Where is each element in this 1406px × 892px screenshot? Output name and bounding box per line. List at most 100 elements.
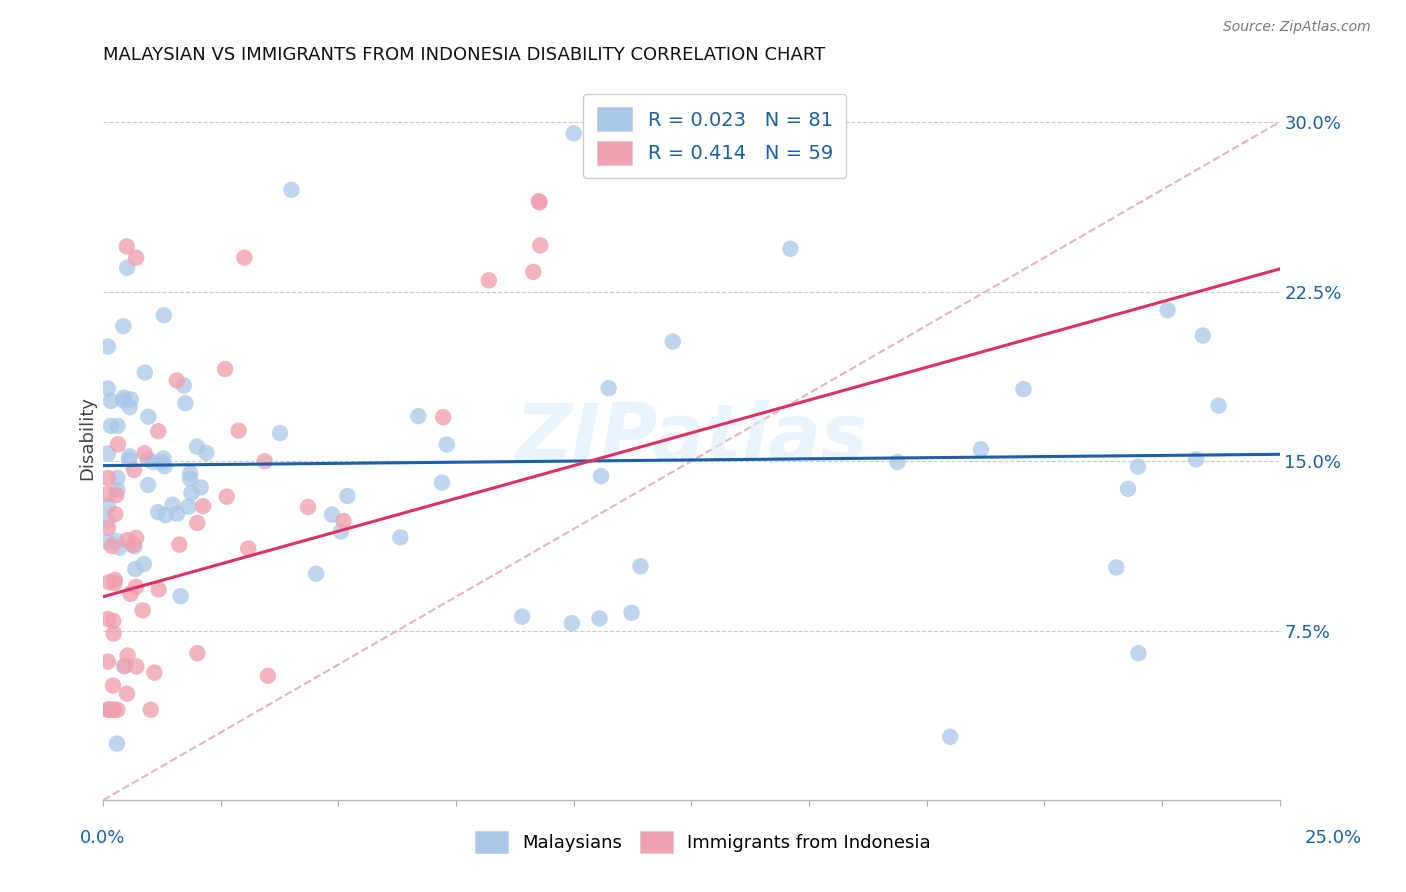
Point	[107, 471, 129, 485]
Point	[136, 409, 159, 424]
Point	[120, 587, 142, 601]
Point	[97, 703, 120, 717]
Point	[105, 533, 128, 548]
Point	[186, 516, 208, 530]
Point	[104, 573, 127, 587]
Point	[253, 454, 276, 468]
Y-axis label: Disability: Disability	[79, 396, 96, 481]
Legend: R = 0.023   N = 81, R = 0.414   N = 59: R = 0.023 N = 81, R = 0.414 N = 59	[583, 94, 846, 178]
Text: ZIPatlas: ZIPatlas	[515, 401, 868, 476]
Point	[115, 260, 138, 275]
Point	[97, 535, 120, 549]
Point	[100, 418, 122, 433]
Point	[132, 557, 155, 571]
Point	[620, 606, 643, 620]
Point	[105, 703, 128, 717]
Point	[329, 524, 352, 539]
Point	[97, 514, 120, 528]
Point	[120, 392, 142, 407]
Point	[148, 424, 170, 438]
Legend: Malaysians, Immigrants from Indonesia: Malaysians, Immigrants from Indonesia	[468, 824, 938, 861]
Point	[269, 426, 291, 441]
Point	[118, 453, 141, 467]
Point	[174, 396, 197, 410]
Point	[134, 366, 156, 380]
Point	[115, 533, 138, 548]
Point	[125, 580, 148, 594]
Point	[886, 455, 908, 469]
Point	[97, 500, 120, 514]
Point	[101, 614, 124, 628]
Point	[1208, 399, 1230, 413]
Point	[1185, 452, 1208, 467]
Point	[779, 242, 801, 256]
Text: 0.0%: 0.0%	[80, 830, 125, 847]
Point	[970, 442, 993, 457]
Point	[97, 446, 120, 460]
Point	[97, 487, 120, 501]
Point	[118, 450, 141, 464]
Point	[131, 603, 153, 617]
Point	[510, 609, 533, 624]
Point	[186, 440, 208, 454]
Point	[124, 539, 146, 553]
Point	[321, 508, 343, 522]
Point	[179, 472, 201, 486]
Point	[100, 393, 122, 408]
Point	[177, 500, 200, 514]
Point	[598, 381, 620, 395]
Point	[125, 531, 148, 545]
Point	[166, 373, 188, 387]
Point	[148, 582, 170, 597]
Point	[117, 648, 139, 663]
Point	[97, 655, 120, 669]
Point	[257, 669, 280, 683]
Point	[169, 589, 191, 603]
Point	[142, 455, 165, 469]
Point	[233, 251, 256, 265]
Point	[112, 391, 135, 405]
Point	[115, 239, 138, 253]
Point	[122, 538, 145, 552]
Point	[107, 437, 129, 451]
Point	[522, 265, 544, 279]
Point	[1105, 560, 1128, 574]
Point	[432, 410, 454, 425]
Point	[103, 576, 125, 591]
Point	[195, 446, 218, 460]
Point	[190, 480, 212, 494]
Point	[97, 471, 120, 485]
Point	[108, 541, 131, 555]
Point	[98, 575, 121, 590]
Point	[336, 489, 359, 503]
Point	[1126, 459, 1149, 474]
Point	[169, 538, 191, 552]
Point	[150, 455, 173, 469]
Point	[124, 562, 146, 576]
Point	[114, 658, 136, 673]
Point	[112, 319, 135, 334]
Point	[1191, 328, 1213, 343]
Point	[152, 451, 174, 466]
Point	[134, 446, 156, 460]
Point	[115, 687, 138, 701]
Text: Source: ZipAtlas.com: Source: ZipAtlas.com	[1223, 20, 1371, 34]
Point	[143, 665, 166, 680]
Point	[162, 498, 184, 512]
Point	[101, 703, 124, 717]
Point	[939, 730, 962, 744]
Point	[280, 183, 302, 197]
Point	[214, 362, 236, 376]
Point	[153, 308, 176, 322]
Point	[139, 703, 162, 717]
Point	[186, 646, 208, 660]
Point	[1116, 482, 1139, 496]
Point	[112, 659, 135, 673]
Point	[103, 626, 125, 640]
Point	[122, 463, 145, 477]
Point	[527, 194, 550, 209]
Point	[97, 340, 120, 354]
Point	[180, 486, 202, 500]
Point	[408, 409, 430, 424]
Point	[591, 469, 613, 483]
